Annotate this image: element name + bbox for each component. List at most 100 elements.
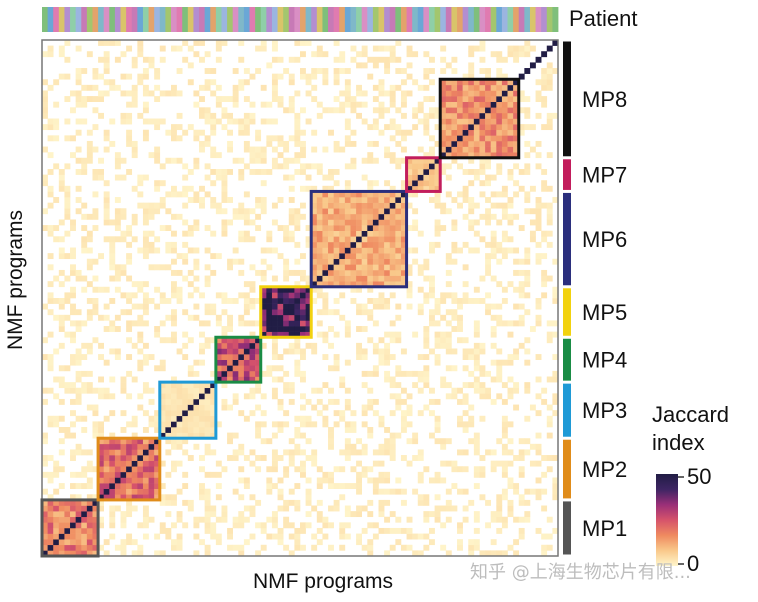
heatmap-cell bbox=[171, 410, 177, 417]
heatmap-cell bbox=[333, 499, 340, 506]
heatmap-cell bbox=[277, 135, 284, 142]
heatmap-cell bbox=[395, 539, 402, 546]
heatmap-cell bbox=[496, 511, 503, 518]
heatmap-cell bbox=[199, 348, 205, 355]
heatmap-cell bbox=[210, 382, 217, 389]
heatmap-cell bbox=[255, 382, 262, 389]
heatmap-cell bbox=[344, 135, 351, 142]
heatmap-cell bbox=[271, 135, 278, 142]
heatmap-cell bbox=[496, 258, 503, 265]
heatmap-cell bbox=[378, 191, 385, 198]
heatmap-cell bbox=[468, 146, 475, 153]
heatmap-cell bbox=[120, 387, 127, 394]
heatmap-cell bbox=[316, 281, 323, 288]
heatmap-cell bbox=[58, 342, 65, 349]
heatmap-cell bbox=[243, 129, 250, 136]
patient-bar-cell bbox=[288, 7, 295, 32]
heatmap-cell bbox=[412, 107, 419, 114]
patient-bar-cell bbox=[412, 7, 419, 32]
heatmap-cell bbox=[513, 56, 520, 63]
heatmap-cell bbox=[501, 247, 508, 254]
heatmap-cell bbox=[451, 152, 458, 159]
heatmap-cell bbox=[429, 432, 435, 439]
heatmap-cell bbox=[154, 236, 161, 243]
heatmap-cell bbox=[406, 292, 413, 299]
heatmap-cell bbox=[524, 112, 531, 119]
heatmap-cell bbox=[165, 241, 172, 248]
heatmap-cell bbox=[305, 455, 312, 461]
heatmap-cell bbox=[193, 51, 200, 58]
heatmap-cell bbox=[154, 466, 161, 473]
heatmap-cell bbox=[126, 320, 133, 327]
heatmap-cell bbox=[462, 112, 469, 119]
heatmap-cell bbox=[339, 275, 346, 282]
heatmap-cell bbox=[204, 225, 211, 231]
heatmap-cell bbox=[361, 118, 368, 125]
colorbar-legend: Jaccard index 50 0 bbox=[652, 402, 729, 576]
heatmap-cell bbox=[473, 169, 480, 175]
heatmap-cell bbox=[535, 258, 542, 265]
heatmap-cell bbox=[322, 230, 329, 237]
heatmap-cell bbox=[277, 303, 284, 310]
heatmap-cell bbox=[473, 118, 480, 125]
heatmap-cell bbox=[496, 393, 503, 400]
heatmap-cell bbox=[350, 466, 357, 473]
heatmap-cell bbox=[440, 129, 447, 136]
heatmap-cell bbox=[98, 421, 104, 428]
heatmap-cell bbox=[199, 197, 205, 203]
heatmap-cell bbox=[260, 421, 267, 428]
heatmap-cell bbox=[546, 118, 553, 125]
heatmap-cell bbox=[232, 247, 239, 254]
heatmap-cell bbox=[126, 253, 133, 260]
heatmap-cell bbox=[457, 421, 463, 428]
heatmap-cell bbox=[142, 129, 149, 136]
heatmap-cell bbox=[182, 275, 189, 282]
heatmap-cell bbox=[131, 483, 138, 489]
heatmap-cell bbox=[356, 225, 362, 231]
heatmap-cell bbox=[114, 443, 121, 450]
heatmap-cell bbox=[187, 365, 194, 372]
heatmap-cell bbox=[283, 382, 290, 389]
heatmap-cell bbox=[496, 79, 503, 86]
heatmap-cell bbox=[372, 197, 379, 203]
patient-bar-cell bbox=[277, 7, 284, 32]
heatmap-cell bbox=[356, 101, 362, 108]
heatmap-cell bbox=[395, 365, 402, 372]
heatmap-cell bbox=[47, 225, 54, 231]
heatmap-cell bbox=[243, 393, 250, 400]
heatmap-cell bbox=[294, 56, 301, 63]
heatmap-cell bbox=[53, 516, 60, 523]
heatmap-cell bbox=[485, 393, 491, 400]
heatmap-cell bbox=[204, 79, 211, 86]
heatmap-cell bbox=[137, 488, 144, 495]
heatmap-cell bbox=[305, 236, 312, 243]
heatmap-cell bbox=[182, 331, 189, 338]
heatmap-cell bbox=[356, 62, 362, 69]
heatmap-cell bbox=[103, 438, 110, 445]
heatmap-cell bbox=[114, 460, 121, 467]
heatmap-cell bbox=[126, 326, 133, 332]
heatmap-cell bbox=[417, 533, 424, 540]
heatmap-cell bbox=[451, 79, 458, 86]
heatmap-cell bbox=[535, 494, 542, 501]
heatmap-cell bbox=[501, 140, 508, 147]
heatmap-cell bbox=[412, 258, 419, 265]
heatmap-cell bbox=[283, 544, 290, 551]
heatmap-cell bbox=[92, 544, 99, 551]
heatmap-cell bbox=[64, 331, 71, 338]
heatmap-cell bbox=[501, 213, 508, 220]
heatmap-cell bbox=[356, 241, 362, 248]
heatmap-cell bbox=[165, 410, 172, 417]
heatmap-cell bbox=[473, 247, 480, 254]
heatmap-cell bbox=[361, 410, 368, 417]
heatmap-cell bbox=[423, 185, 430, 192]
heatmap-cell bbox=[81, 169, 88, 175]
heatmap-cell bbox=[92, 303, 99, 310]
heatmap-cell bbox=[131, 62, 138, 69]
heatmap-cell bbox=[266, 230, 273, 237]
heatmap-cell bbox=[457, 247, 463, 254]
heatmap-cell bbox=[400, 398, 407, 405]
heatmap-cell bbox=[42, 511, 48, 518]
heatmap-cell bbox=[507, 505, 514, 512]
heatmap-cell bbox=[243, 230, 250, 237]
